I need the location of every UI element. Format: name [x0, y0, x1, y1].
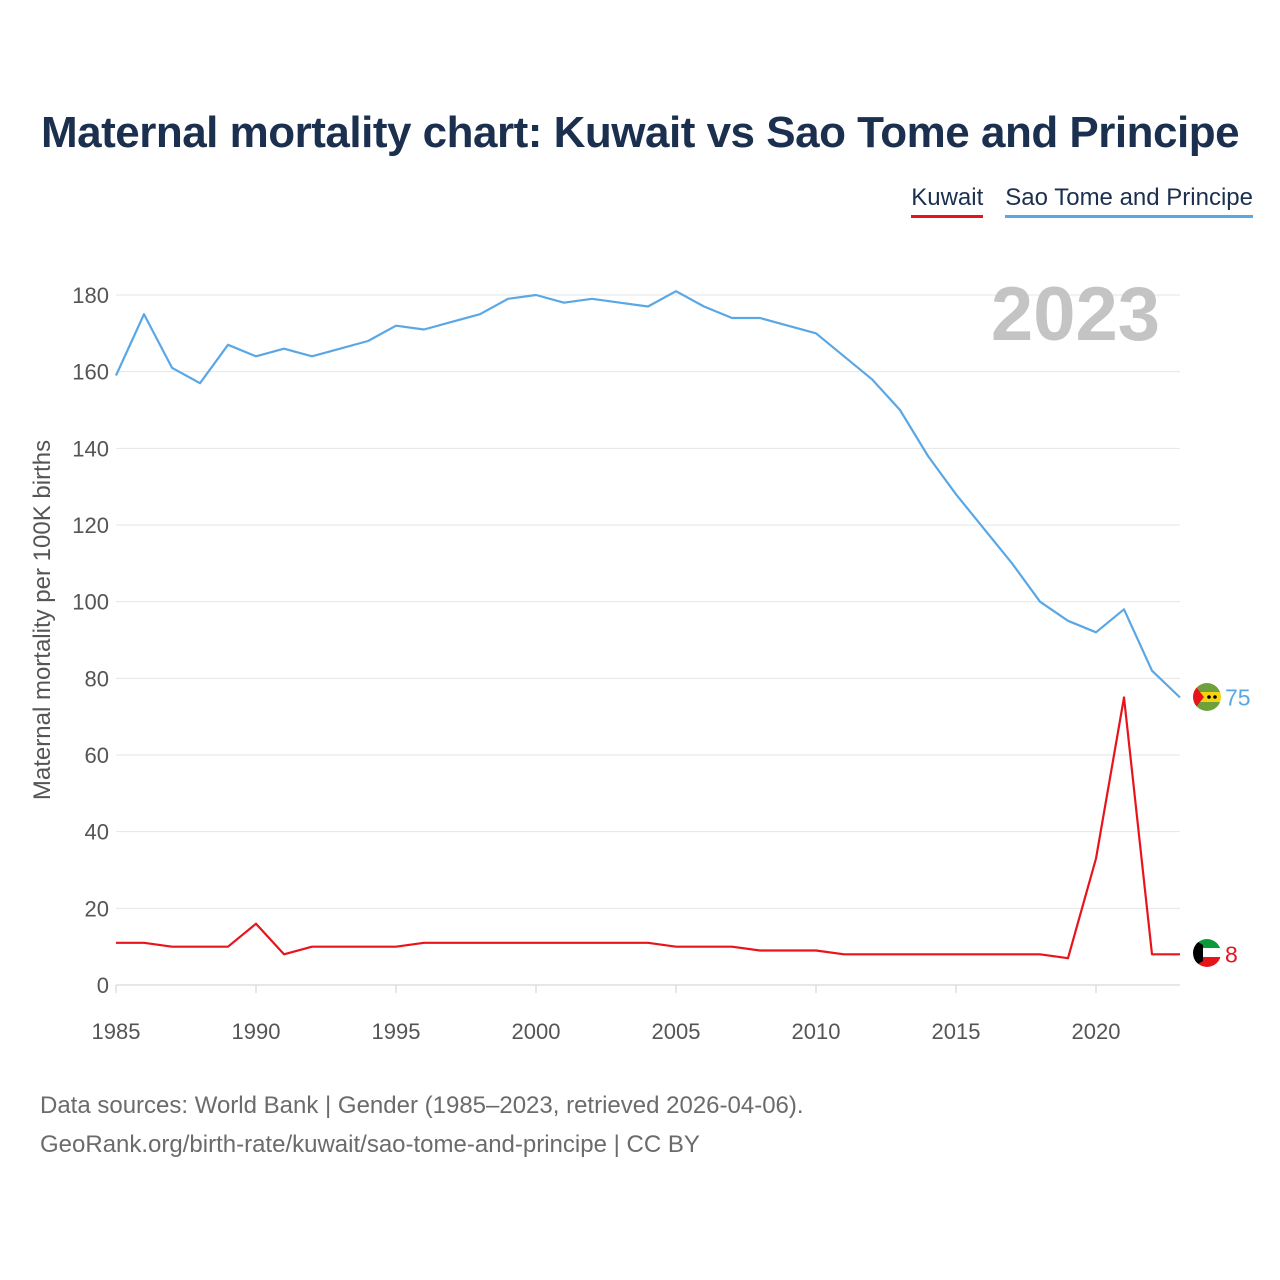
x-tick-label: 1990 [232, 1019, 281, 1044]
year-watermark: 2023 [991, 272, 1160, 357]
y-tick-label: 100 [72, 590, 109, 615]
y-tick-label: 40 [85, 820, 109, 845]
x-tick-label: 2010 [792, 1019, 841, 1044]
legend-item-sao-tome[interactable]: Sao Tome and Principe [1005, 184, 1253, 218]
y-tick-label: 80 [85, 666, 109, 691]
series-line-kuwait [116, 696, 1180, 960]
source-note: Data sources: World Bank | Gender (1985–… [40, 1092, 804, 1119]
end-value-label: 75 [1225, 685, 1251, 711]
sao-tome-flag-icon [1193, 683, 1221, 711]
source-url: GeoRank.org/birth-rate/kuwait/sao-tome-a… [40, 1131, 700, 1158]
end-value-label: 8 [1225, 941, 1238, 967]
y-tick-label: 140 [72, 436, 109, 461]
y-tick-label: 160 [72, 360, 109, 385]
legend: Kuwait Sao Tome and Principe [911, 184, 1253, 218]
footer: Data sources: World Bank | Gender (1985–… [40, 1086, 804, 1164]
y-axis-label: Maternal mortality per 100K births [29, 440, 56, 800]
x-tick-label: 2020 [1072, 1019, 1121, 1044]
series-line-sao-tome-and-principe [114, 290, 1181, 699]
x-tick-label: 2015 [932, 1019, 981, 1044]
legend-item-kuwait[interactable]: Kuwait [911, 184, 984, 218]
kuwait-flag-icon [1193, 939, 1221, 967]
y-tick-label: 0 [97, 973, 109, 998]
x-tick-label: 1985 [92, 1019, 141, 1044]
y-tick-label: 60 [85, 743, 109, 768]
y-tick-label: 120 [72, 513, 109, 538]
x-tick-label: 2000 [512, 1019, 561, 1044]
y-tick-label: 180 [72, 283, 109, 308]
y-tick-label: 20 [85, 896, 109, 921]
chart-title: Maternal mortality chart: Kuwait vs Sao … [40, 108, 1240, 157]
x-tick-label: 2005 [652, 1019, 701, 1044]
x-tick-label: 1995 [372, 1019, 421, 1044]
